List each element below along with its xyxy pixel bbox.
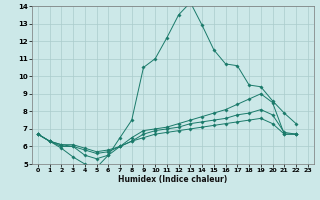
X-axis label: Humidex (Indice chaleur): Humidex (Indice chaleur) xyxy=(118,175,228,184)
